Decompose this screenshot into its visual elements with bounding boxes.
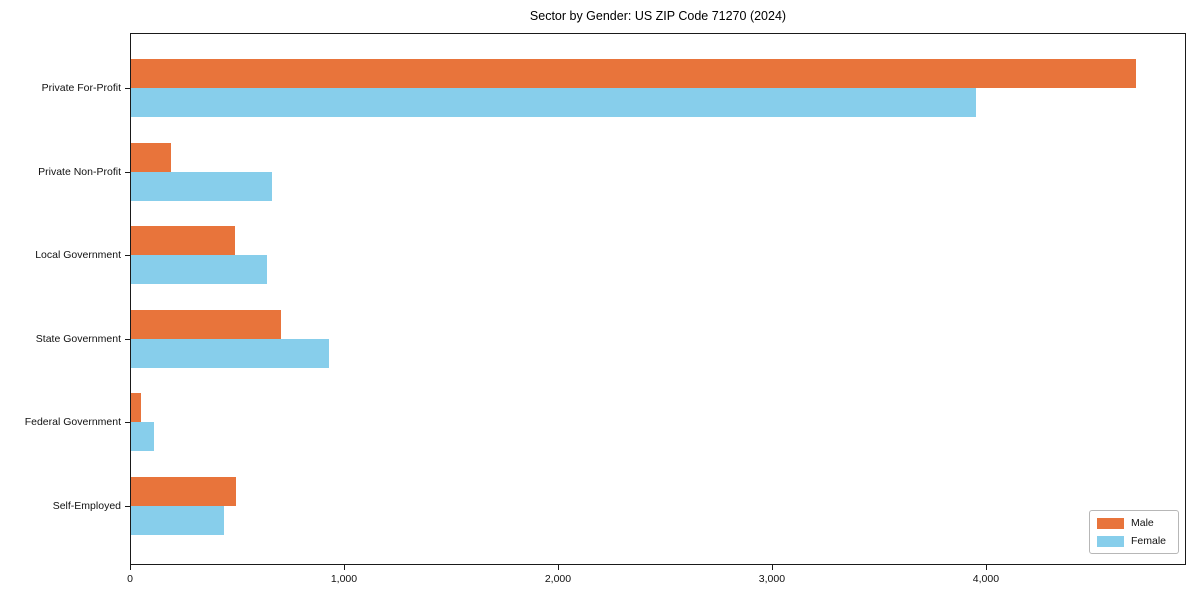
- ytick-label-federal-government: Federal Government: [24, 416, 121, 428]
- bar-male-private-for-profit: [130, 59, 1136, 88]
- ytick-mark-private-non-profit: [125, 171, 130, 173]
- xtick-mark-0: [130, 565, 131, 570]
- ytick-mark-self-employed: [125, 505, 130, 507]
- legend-label-male: Male: [1131, 517, 1154, 529]
- chart-title: Sector by Gender: US ZIP Code 71270 (202…: [529, 9, 787, 23]
- legend-item-female: Female: [1097, 534, 1171, 549]
- ytick-label-self-employed: Self-Employed: [52, 499, 121, 512]
- ytick-mark-private-for-profit: [125, 88, 130, 89]
- bar-male-federal-government: [130, 393, 141, 422]
- ytick-mark-state-government: [125, 338, 130, 340]
- xtick-mark-4000: [985, 565, 987, 570]
- xtick-label-3000: 3,000: [758, 573, 786, 585]
- ytick-mark-local-government: [125, 255, 130, 256]
- legend-item-male: Male: [1097, 516, 1171, 531]
- bar-female-private-non-profit: [130, 171, 273, 201]
- xtick-label-1000: 1,000: [330, 573, 358, 585]
- xtick-label-0: 0: [127, 573, 133, 585]
- xtick-label-2000: 2,000: [544, 573, 572, 585]
- xtick-mark-2000: [557, 565, 559, 570]
- xtick-mark-3000: [771, 565, 773, 570]
- xtick-mark-1000: [343, 565, 345, 570]
- bar-female-state-government: [130, 338, 329, 368]
- bar-male-self-employed: [130, 476, 236, 506]
- legend: Male Female: [1089, 510, 1179, 554]
- bar-male-local-government: [130, 226, 235, 255]
- male-swatch-icon: [1097, 518, 1124, 529]
- bar-female-local-government: [130, 255, 267, 284]
- bar-male-state-government: [130, 309, 281, 339]
- ytick-label-private-for-profit: Private For-Profit: [41, 82, 121, 94]
- female-swatch-icon: [1097, 536, 1124, 547]
- ytick-label-private-non-profit: Private Non-Profit: [38, 165, 121, 178]
- legend-label-female: Female: [1131, 535, 1167, 547]
- bar-female-federal-government: [130, 422, 154, 451]
- bar-male-private-non-profit: [130, 142, 171, 172]
- xtick-label-4000: 4,000: [972, 573, 1000, 585]
- ytick-mark-federal-government: [125, 422, 130, 423]
- ytick-label-local-government: Local Government: [35, 249, 121, 261]
- plot-area: [130, 33, 1186, 565]
- bar-female-private-for-profit: [130, 88, 977, 117]
- ytick-label-state-government: State Government: [35, 332, 121, 345]
- bar-female-self-employed: [130, 505, 225, 535]
